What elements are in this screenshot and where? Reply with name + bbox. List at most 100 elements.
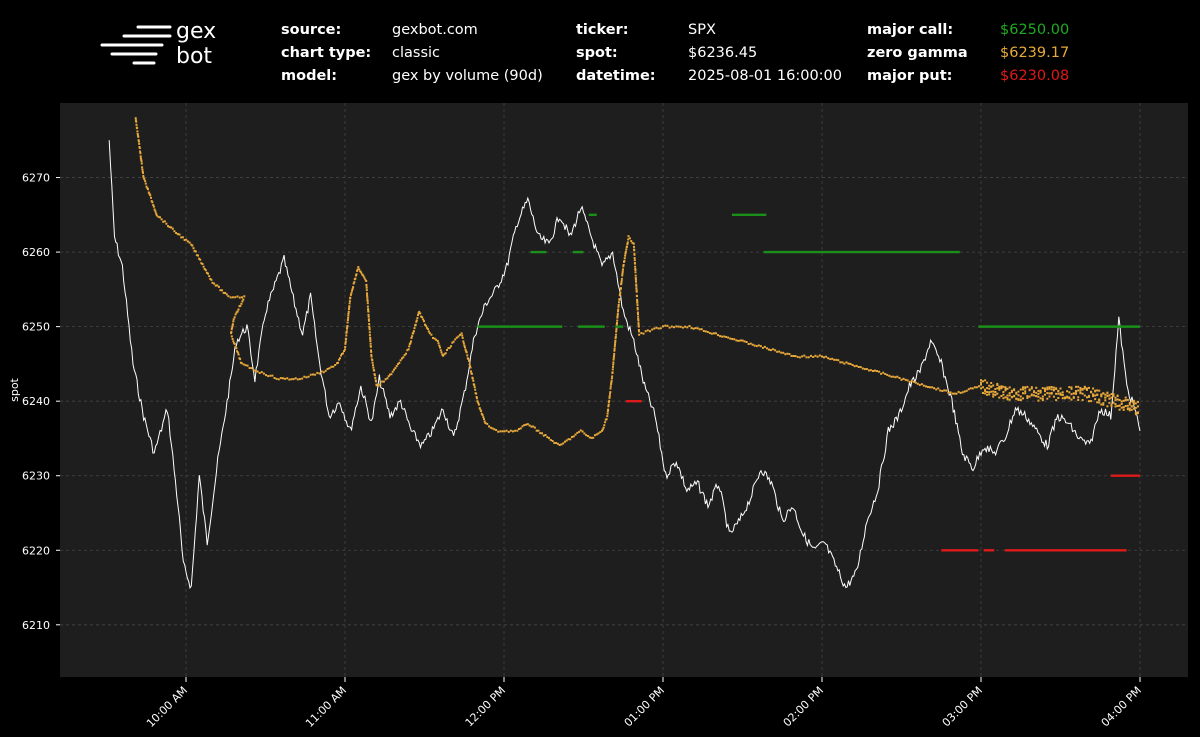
zero-gamma-dot (613, 354, 615, 357)
zero-gamma-dot (986, 393, 989, 396)
zero-gamma-dot (1046, 392, 1049, 395)
zero-gamma-dot (544, 434, 547, 436)
zero-gamma-dot (902, 377, 905, 380)
zero-gamma-dot (922, 384, 925, 387)
zero-gamma-dot (984, 388, 987, 391)
zero-gamma-dot (1124, 396, 1127, 399)
zero-gamma-dot (908, 380, 911, 383)
zero-gamma-dot (464, 346, 466, 349)
zero-gamma-dot (1112, 395, 1115, 398)
zero-gamma-dot (432, 337, 434, 339)
zero-gamma-dot (872, 370, 874, 372)
zero-gamma-dot (1094, 389, 1097, 392)
zero-gamma-dot (1013, 389, 1016, 392)
zero-gamma-dot (636, 304, 639, 307)
zero-gamma-dot (307, 375, 310, 378)
zero-gamma-dot (373, 369, 376, 372)
zero-gamma-dot (242, 363, 245, 366)
zero-gamma-dot (737, 339, 740, 342)
zero-gamma-dot (346, 325, 349, 327)
zero-gamma-dot (417, 312, 420, 315)
zero-gamma-dot (1118, 399, 1121, 401)
zero-gamma-dot (460, 332, 463, 335)
zero-gamma-dot (224, 292, 227, 294)
zero-gamma-dot (473, 386, 476, 389)
zero-gamma-dot (766, 347, 768, 350)
zero-gamma-dot (454, 338, 457, 341)
zero-gamma-dot (365, 284, 368, 287)
zero-gamma-dot (134, 119, 137, 122)
zero-gamma-dot (167, 225, 169, 228)
zero-gamma-dot (810, 354, 812, 357)
zero-gamma-dot (556, 442, 559, 445)
zero-gamma-dot (607, 408, 610, 411)
zero-gamma-dot (731, 338, 734, 340)
zero-gamma-dot (347, 314, 350, 317)
zero-gamma-dot (896, 375, 899, 378)
zero-gamma-dot (1120, 400, 1123, 403)
zero-gamma-dot (322, 371, 325, 374)
zero-gamma-dot (1134, 411, 1137, 414)
zero-gamma-dot (607, 403, 610, 406)
zero-gamma-dot (525, 423, 528, 426)
zero-gamma-dot (632, 242, 635, 245)
zero-gamma-dot (499, 430, 502, 433)
zero-gamma-dot (367, 310, 370, 313)
zero-gamma-dot (375, 384, 378, 387)
zero-gamma-dot (370, 353, 373, 356)
zero-gamma-dot (233, 316, 236, 319)
zero-gamma-dot (1126, 398, 1129, 401)
zero-gamma-dot (352, 282, 355, 285)
zero-gamma-dot (1075, 390, 1077, 392)
zero-gamma-dot (633, 245, 635, 248)
zero-gamma-dot (788, 353, 791, 355)
zero-gamma-dot (927, 386, 929, 388)
zero-gamma-dot (988, 393, 991, 396)
zero-gamma-dot (890, 375, 893, 378)
zero-gamma-dot (1108, 401, 1111, 404)
zero-gamma-dot (345, 334, 348, 337)
zero-gamma-dot (721, 335, 724, 338)
put-levels (625, 399, 1140, 552)
zero-gamma-dot (147, 191, 150, 194)
zero-gamma-dot (1002, 397, 1005, 400)
zero-gamma-dot (459, 333, 461, 336)
logo-text-gex: gex (176, 19, 217, 44)
zero-gamma-dot (994, 391, 997, 393)
zero-gamma-dot (638, 333, 641, 336)
zero-gamma-dot (616, 319, 619, 322)
zero-gamma-dot (548, 437, 550, 440)
zero-gamma-dot (624, 254, 627, 257)
zero-gamma-dot (611, 371, 614, 374)
zero-gamma-dot (237, 308, 240, 311)
zero-gamma-dot (980, 383, 982, 386)
zero-gamma-dot (448, 346, 451, 349)
zero-gamma-dot (371, 359, 374, 362)
zero-gamma-dot (739, 339, 742, 342)
zero-gamma-dot (139, 150, 142, 153)
zero-gamma-dot (992, 384, 995, 387)
zero-gamma-dot (1050, 388, 1053, 391)
zero-gamma-dot (616, 322, 618, 324)
zero-gamma-dot (197, 254, 199, 257)
zero-gamma-dot (414, 323, 417, 326)
zero-gamma-dot (222, 291, 225, 294)
zero-gamma-dot (945, 389, 948, 392)
zero-gamma-dot (620, 277, 623, 280)
zero-gamma-dot (275, 377, 278, 380)
zero-gamma-dot (480, 412, 483, 415)
zero-gamma-dot (260, 371, 263, 374)
zero-gamma-dot (851, 364, 854, 366)
zero-gamma-dot (227, 295, 230, 298)
zero-gamma-dot (673, 326, 675, 329)
zero-gamma-dot (348, 308, 350, 310)
zero-gamma-dot (606, 412, 609, 415)
zero-gamma-dot (886, 373, 889, 376)
zero-gamma-dot (876, 370, 878, 373)
series-layer (108, 117, 1141, 590)
zero-gamma-dot (475, 396, 478, 398)
zero-gamma-dot (626, 241, 629, 244)
zero-gamma-dot (191, 244, 194, 247)
zero-gamma-dot (352, 286, 355, 289)
zero-gamma-dot (382, 380, 385, 383)
